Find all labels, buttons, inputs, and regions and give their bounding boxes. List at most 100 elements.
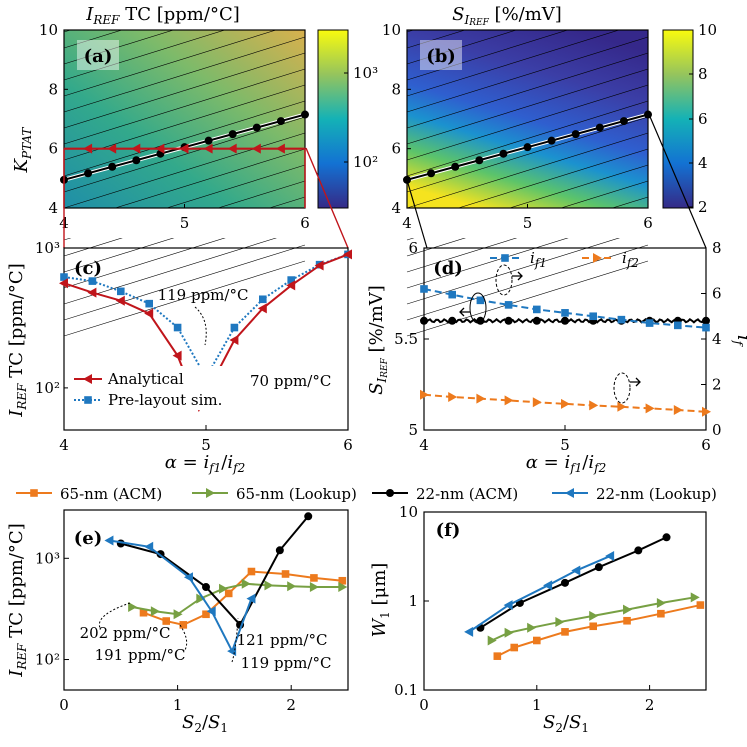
y-tick-label: 6: [48, 140, 58, 158]
annotation-121: 121 ppm/°C: [237, 631, 328, 649]
optimal-point: [276, 117, 285, 126]
axes-frame: [63, 509, 349, 691]
data-point: [309, 582, 319, 593]
data-point: [504, 627, 514, 638]
data-point: [561, 578, 569, 587]
data-point: [623, 616, 631, 625]
contour-line: [406, 68, 649, 145]
x-tick-label: 0: [59, 696, 69, 714]
data-point: [150, 606, 160, 617]
clip-mask: [406, 208, 649, 238]
data-point: [464, 626, 474, 637]
analytical-point: [87, 287, 97, 298]
data-point: [281, 570, 290, 578]
prelayout-point: [173, 323, 182, 332]
legend-marker: [206, 488, 215, 498]
arrow-right-icon: [512, 271, 523, 281]
ylabel-d: SIREF [%/mV]: [366, 285, 390, 395]
optimal-point: [252, 123, 261, 132]
panel-c: 4 5 6 10² 10³ 119 ppm/°C 70 ppm/°C Analytical Pr…: [6, 239, 353, 475]
if1-point: [448, 290, 456, 299]
y2label-d: if: [731, 335, 747, 348]
optimal-point: [427, 169, 436, 178]
ylabel-e: IREF TC [ppm/°C]: [6, 523, 29, 677]
siref-point: [702, 316, 710, 325]
data-point: [338, 582, 348, 593]
legend-entry: 65-nm (Lookup): [236, 485, 357, 503]
optimal-point: [523, 143, 532, 152]
series-2: [479, 536, 667, 629]
data-point: [594, 563, 603, 572]
annotation-119b: 119 ppm/°C: [241, 654, 332, 672]
if1-point: [589, 312, 597, 321]
contour-line: [63, 20, 306, 97]
highlight-marker: [155, 143, 165, 154]
y2-tick-label: 2: [712, 376, 722, 394]
panel-label: (d): [433, 258, 463, 279]
optimal-point: [108, 162, 117, 171]
x-tick-label: 0: [419, 696, 429, 714]
x-tick-label: 4: [59, 436, 69, 454]
ylabel-f: W1 [μm]: [369, 563, 392, 638]
colorbar-fill: [662, 29, 694, 209]
x-tick-label: 5: [180, 214, 190, 232]
analytical-point: [229, 334, 239, 345]
y-tick-label: 10²: [35, 651, 60, 669]
prelayout-point: [259, 295, 267, 304]
series-1: [131, 582, 343, 616]
contour-line: [406, 20, 649, 97]
analytical-point: [314, 260, 324, 271]
y2-tick-label: 4: [712, 330, 722, 348]
legend-entry: 22-nm (Lookup): [596, 485, 717, 503]
if2-point: [673, 404, 683, 415]
legend-bottom: 65-nm (ACM) 65-nm (Lookup) 22-nm (ACM) 22-n…: [16, 485, 717, 503]
y-tick-label: 1: [408, 592, 418, 610]
annotation-pointer: [194, 306, 207, 346]
if1-point: [617, 315, 626, 324]
annotation-pointer: [98, 602, 239, 663]
data-point: [533, 636, 541, 645]
annotation-202: 202 ppm/°C: [80, 624, 171, 642]
y-tick-label: 10: [399, 503, 418, 521]
data-point: [605, 551, 615, 562]
annotation-119: 119 ppm/°C: [158, 286, 249, 304]
contour-line: [406, 52, 649, 129]
panel-label: (a): [84, 46, 113, 67]
siref-point: [504, 316, 513, 325]
data-point: [104, 535, 114, 546]
panel-label-box: [77, 40, 119, 70]
data-point: [275, 546, 284, 555]
data-point: [527, 622, 537, 633]
panel-label: (b): [426, 46, 456, 67]
data-point: [662, 533, 671, 542]
clip-mask: [407, 0, 648, 30]
legend-marker: [565, 488, 574, 498]
data-point: [338, 576, 347, 585]
optimal-point: [84, 169, 93, 178]
optimal-point: [595, 123, 604, 132]
prelayout-point: [117, 287, 125, 296]
optimal-point: [475, 156, 484, 165]
optimal-point: [132, 156, 141, 165]
data-point: [555, 617, 565, 628]
zoom-connector: [406, 111, 707, 249]
contour-line: [63, 68, 306, 145]
siref-point: [561, 316, 569, 325]
axis-indicator: [613, 372, 631, 404]
analytical-point: [286, 280, 296, 291]
colorbar-tick-label: 6: [698, 110, 708, 128]
data-point: [657, 609, 665, 618]
colorbar-tick-label: 4: [698, 154, 708, 172]
data-point: [571, 565, 581, 576]
prelayout-point: [60, 273, 68, 281]
data-point: [503, 600, 513, 611]
data-point: [656, 597, 666, 608]
analytical-point: [172, 350, 182, 361]
highlight-edge: [63, 148, 306, 208]
if2-point: [645, 403, 655, 414]
arrow-right-icon: [630, 377, 641, 387]
optimal-point: [301, 110, 309, 119]
panel-label: (f): [436, 520, 461, 541]
